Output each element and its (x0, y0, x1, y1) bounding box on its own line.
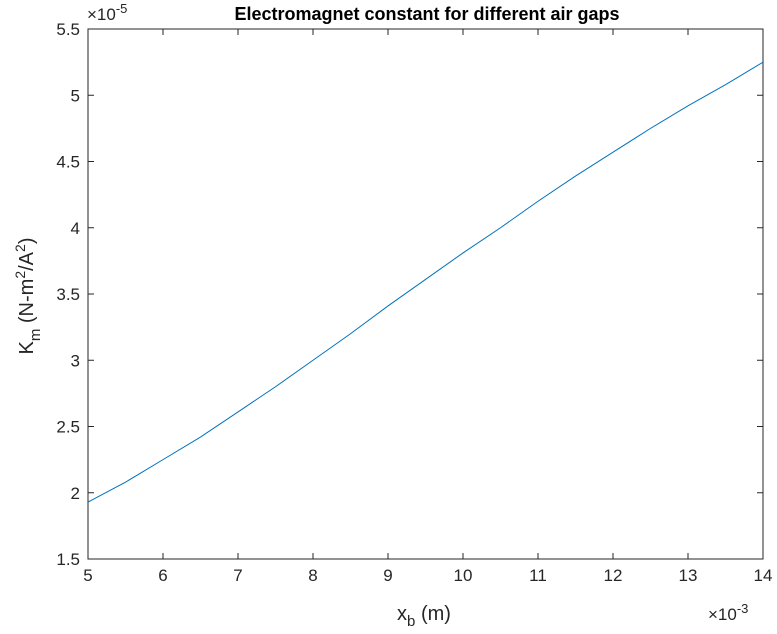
y-axis-label-part1: (N-m (16, 279, 38, 329)
y-axis-exponent-prefix: ×10 (87, 5, 116, 24)
series-line-0 (87, 61, 764, 503)
x-tick-label: 10 (454, 566, 473, 585)
y-tick-label: 2.5 (56, 418, 80, 437)
y-tick-label: 5.5 (56, 20, 80, 39)
axes-layer (87, 28, 764, 560)
x-tick-label: 8 (308, 566, 317, 585)
y-axis-label-sup2: 2 (12, 244, 28, 252)
x-tick-label: 11 (529, 566, 547, 585)
plot-frame (87, 28, 764, 560)
ticks-layer: 5 6 7 8 9 10 11 12 13 14 1.5 2 2.5 3 3.5 4 4.5 5 5.5 (56, 20, 772, 585)
y-axis-label-part3: ) (16, 238, 38, 245)
y-axis-label-sub: m (27, 329, 44, 342)
y-tick-label: 1.5 (56, 550, 80, 569)
x-tick-label: 7 (233, 566, 242, 585)
y-axis-label: Km (N-m2/A2) (12, 238, 44, 355)
chart-title: Electromagnet constant for different air… (234, 4, 619, 24)
x-axis-exponent-prefix: ×10 (708, 605, 737, 624)
y-tick-label: 3.5 (56, 285, 80, 304)
y-tick-label: 2 (71, 484, 80, 503)
y-axis-exponent-power: -5 (116, 1, 128, 16)
x-tick-label: 9 (383, 566, 392, 585)
y-axis-label-base: K (16, 341, 38, 355)
y-tick-label: 4 (71, 219, 80, 238)
x-axis-label-base: x (397, 603, 407, 625)
x-tick-label: 5 (83, 566, 92, 585)
x-tick-label: 6 (158, 566, 167, 585)
y-axis-label-sup1: 2 (12, 271, 28, 279)
x-axis-label-rest: (m) (415, 603, 451, 625)
x-axis-label: xb (m) (397, 603, 451, 630)
x-axis-label-sub: b (407, 613, 415, 630)
x-axis-exponent-power: -3 (737, 601, 749, 616)
x-tick-label: 13 (679, 566, 698, 585)
y-axis-label-part2: /A (16, 251, 38, 271)
y-tick-label: 3 (71, 351, 80, 370)
y-tick-label: 4.5 (56, 153, 80, 172)
x-tick-label: 14 (754, 566, 773, 585)
x-tick-label: 12 (604, 566, 623, 585)
y-axis-exponent: ×10-5 (87, 1, 127, 24)
y-tick-label: 5 (71, 86, 80, 105)
x-axis-exponent: ×10-3 (708, 601, 748, 624)
